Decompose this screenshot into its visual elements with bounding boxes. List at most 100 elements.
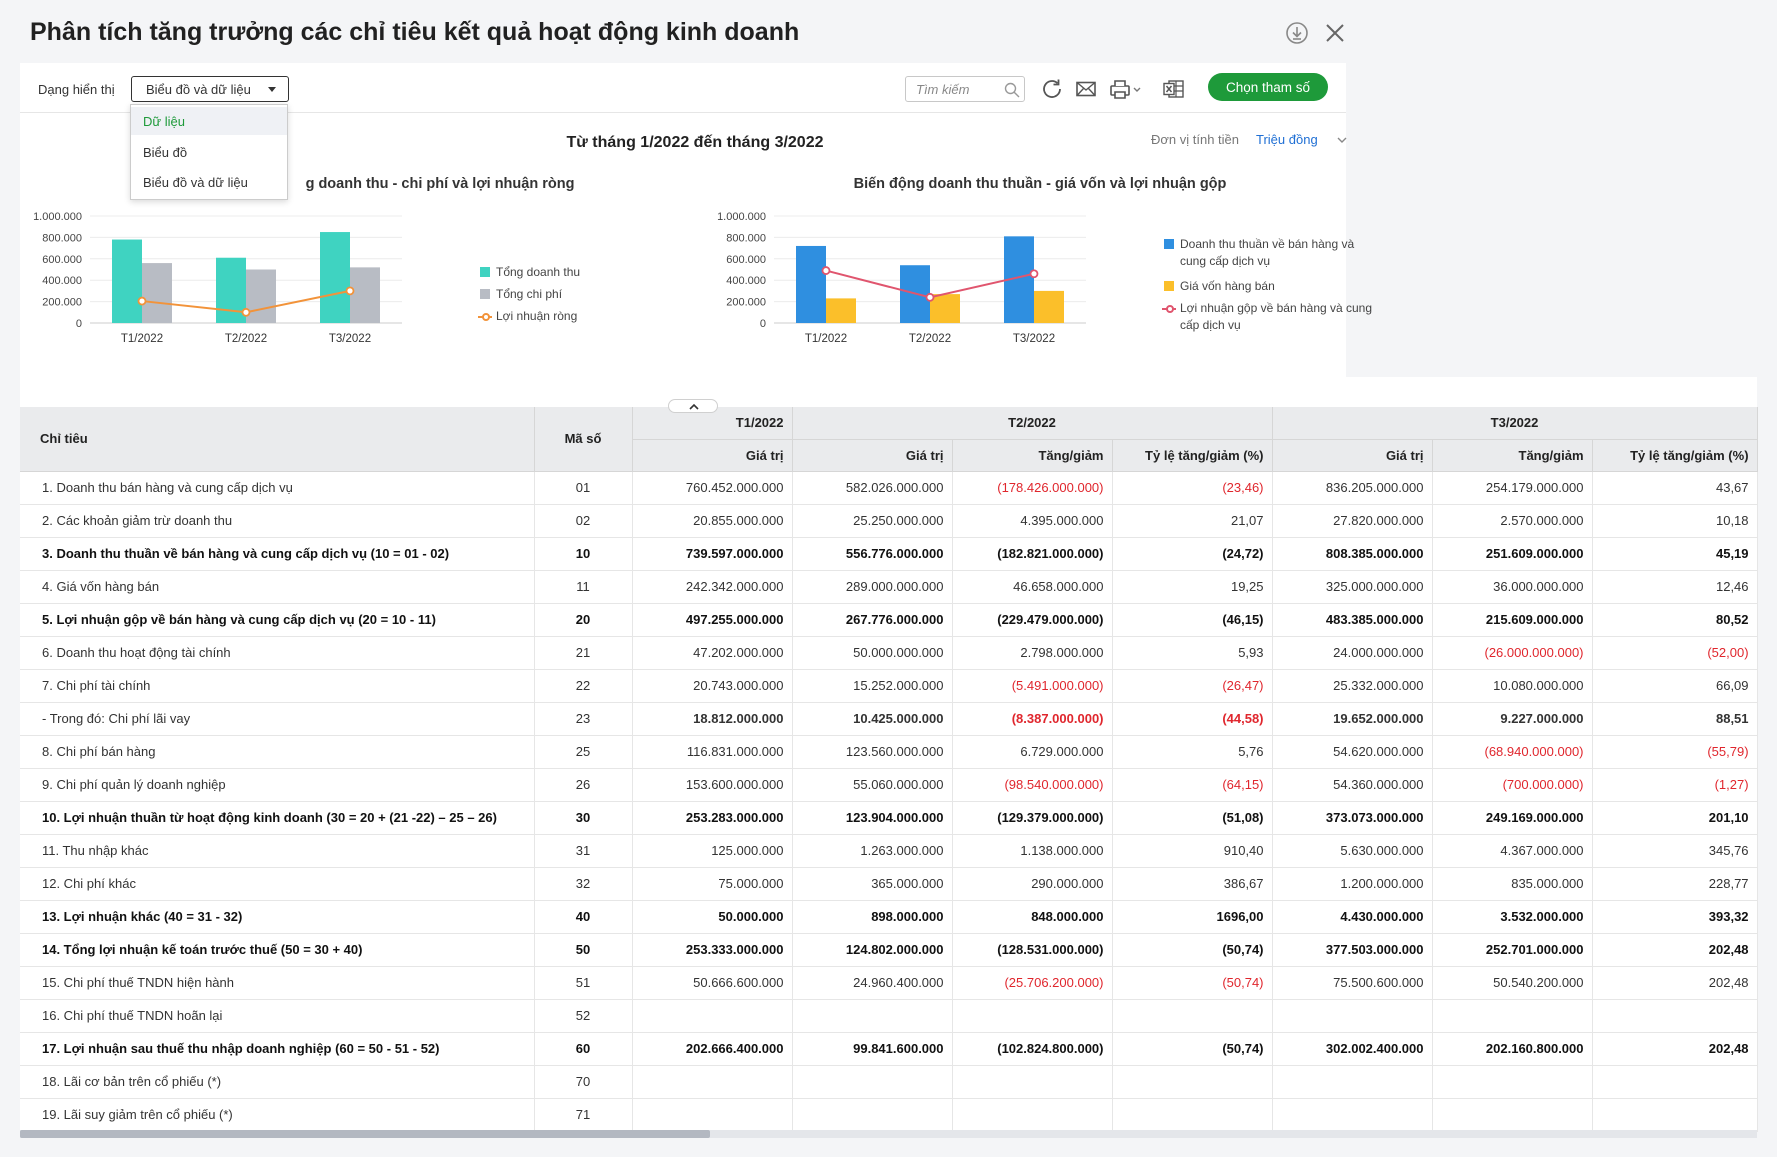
line-point-1[interactable] (241, 307, 251, 317)
cell-t1: 497.255.000.000 (632, 603, 793, 637)
table-row[interactable]: 18. Lãi cơ bản trên cổ phiếu (*) 70 (20, 1065, 1758, 1099)
line-point-2[interactable] (1029, 269, 1039, 279)
table-row[interactable]: 4. Giá vốn hàng bán 11 242.342.000.000 289.… (20, 570, 1758, 604)
header-ma-so: Mã số (534, 407, 633, 472)
table-row[interactable]: 17. Lợi nhuận sau thuế thu nhập doanh ng… (20, 1032, 1758, 1066)
table-row[interactable]: 14. Tổng lợi nhuận kế toán trước thuế (5… (20, 933, 1758, 967)
line-point-2[interactable] (345, 286, 355, 296)
excel-icon[interactable] (1162, 77, 1186, 101)
legend-item[interactable]: Tổng chi phí (480, 286, 630, 303)
table-row[interactable]: 15. Chi phí thuế TNDN hiện hành 51 50.666.… (20, 966, 1758, 1000)
bar-giá-vốn-hàng-bán-2[interactable] (1034, 290, 1064, 323)
cell-code: 22 (534, 669, 633, 703)
bar-tổng-doanh-thu-2[interactable] (320, 232, 350, 323)
cell-t2p: (46,15) (1112, 603, 1273, 637)
cell-code: 32 (534, 867, 633, 901)
cell-t3d: 215.609.000.000 (1432, 603, 1593, 637)
cell-t2: 267.776.000.000 (792, 603, 953, 637)
x-tick-label: T3/2022 (329, 333, 371, 345)
display-mode-value: Biểu đồ và dữ liệu (146, 82, 251, 97)
legend-item[interactable]: Tổng doanh thu (480, 264, 630, 281)
bar-tổng-doanh-thu-0[interactable] (112, 239, 142, 323)
table-row[interactable]: 16. Chi phí thuế TNDN hoãn lại 52 (20, 999, 1758, 1033)
cell-t3p: 12,46 (1592, 570, 1758, 604)
cell-t3d: 9.227.000.000 (1432, 702, 1593, 736)
cell-t3: 19.652.000.000 (1272, 702, 1433, 736)
cell-t3: 75.500.600.000 (1272, 966, 1433, 1000)
currency-unit-select[interactable]: Triệu đồng (1256, 132, 1318, 147)
cell-t3d: 36.000.000.000 (1432, 570, 1593, 604)
table-row[interactable]: 13. Lợi nhuận khác (40 = 31 - 32) 40 50.00… (20, 900, 1758, 934)
caret-down-icon (268, 87, 276, 92)
cell-t2p (1112, 1065, 1273, 1099)
line-point-0[interactable] (137, 296, 147, 306)
cell-t3: 377.503.000.000 (1272, 933, 1433, 967)
cell-t2d: (129.379.000.000) (952, 801, 1113, 835)
table-row[interactable]: 11. Thu nhập khác 31 125.000.000 1.263.000.… (20, 834, 1758, 868)
dropdown-option-chart-and-data[interactable]: Biểu đồ và dữ liệu (143, 175, 248, 190)
cell-t1: 760.452.000.000 (632, 471, 793, 505)
close-icon[interactable] (1322, 20, 1348, 46)
dropdown-option-chart[interactable]: Biểu đồ (143, 145, 188, 160)
cell-t2: 55.060.000.000 (792, 768, 953, 802)
cell-t2: 582.026.000.000 (792, 471, 953, 505)
table-row[interactable]: 3. Doanh thu thuần về bán hàng và cung c… (20, 537, 1758, 571)
y-tick-label: 400.000 (42, 275, 82, 287)
chevron-down-icon[interactable] (1335, 133, 1349, 147)
cell-t2: 15.252.000.000 (792, 669, 953, 703)
table-row[interactable]: 7. Chi phí tài chính 22 20.743.000.000 15.2… (20, 669, 1758, 703)
cell-t2d: (178.426.000.000) (952, 471, 1113, 505)
cell-t2d (952, 1098, 1113, 1132)
cell-t3p: (52,00) (1592, 636, 1758, 670)
cell-t3d: 251.609.000.000 (1432, 537, 1593, 571)
download-icon[interactable] (1284, 20, 1310, 46)
table-row[interactable]: 19. Lãi suy giảm trên cổ phiếu (*) 71 (20, 1098, 1758, 1132)
table-row[interactable]: 8. Chi phí bán hàng 25 116.831.000.000 123.… (20, 735, 1758, 769)
cell-t2p: 386,67 (1112, 867, 1273, 901)
cell-t3p: (55,79) (1592, 735, 1758, 769)
cell-t3: 1.200.000.000 (1272, 867, 1433, 901)
cell-t2p: (50,74) (1112, 933, 1273, 967)
bar-tổng-chi-phí-0[interactable] (142, 263, 172, 323)
cell-t2: 124.802.000.000 (792, 933, 953, 967)
search-icon[interactable] (1004, 82, 1020, 98)
table-row[interactable]: 5. Lợi nhuận gộp về bán hàng và cung cấp… (20, 603, 1758, 637)
display-mode-select[interactable]: Biểu đồ và dữ liệu (131, 76, 289, 102)
cell-t1: 50.666.600.000 (632, 966, 793, 1000)
bar-giá-vốn-hàng-bán-0[interactable] (826, 298, 856, 323)
cell-t2: 289.000.000.000 (792, 570, 953, 604)
table-row[interactable]: 10. Lợi nhuận thuần từ hoạt động kinh do… (20, 801, 1758, 835)
cell-t3d: 4.367.000.000 (1432, 834, 1593, 868)
cell-t2: 123.560.000.000 (792, 735, 953, 769)
bar-doanh-thu-thuần-về-bán-hàng-và-cung-cấp-dịch-vụ-0[interactable] (796, 245, 826, 323)
legend-item[interactable]: Doanh thu thuần về bán hàng và cung cấp … (1164, 236, 1374, 270)
table-row[interactable]: - Trong đó: Chi phí lãi vay 23 18.812.000.… (20, 702, 1758, 736)
legend-item[interactable]: Giá vốn hàng bán (1164, 278, 1374, 295)
collapse-charts-handle[interactable] (668, 399, 718, 413)
table-row[interactable]: 1. Doanh thu bán hàng và cung cấp dịch v… (20, 471, 1758, 505)
table-row[interactable]: 6. Doanh thu hoạt động tài chính 21 47.202… (20, 636, 1758, 670)
bar-tổng-doanh-thu-1[interactable] (216, 257, 246, 323)
table-row[interactable]: 2. Các khoản giảm trừ doanh thu 02 20.855.… (20, 504, 1758, 538)
line-point-1[interactable] (925, 292, 935, 302)
bar-tổng-chi-phí-2[interactable] (350, 267, 380, 323)
select-params-button[interactable]: Chọn tham số (1208, 73, 1328, 101)
dropdown-option-data[interactable]: Dữ liệu (131, 107, 287, 135)
legend-item[interactable]: Lợi nhuận ròng (478, 308, 630, 325)
horizontal-scrollbar-thumb[interactable] (20, 1130, 710, 1138)
legend-item[interactable]: Lợi nhuận gộp về bán hàng và cung cấp dị… (1162, 300, 1374, 334)
table-row[interactable]: 12. Chi phí khác 32 75.000.000 365.000.000 2… (20, 867, 1758, 901)
cell-t1: 739.597.000.000 (632, 537, 793, 571)
cell-t1 (632, 1065, 793, 1099)
cell-t2: 25.250.000.000 (792, 504, 953, 538)
cell-t1: 253.283.000.000 (632, 801, 793, 835)
email-icon[interactable] (1074, 77, 1098, 101)
cell-t3d (1432, 999, 1593, 1033)
refresh-icon[interactable] (1040, 77, 1064, 101)
print-icon[interactable] (1108, 77, 1144, 101)
horizontal-scrollbar[interactable] (20, 1130, 1757, 1138)
bar-tổng-chi-phí-1[interactable] (246, 269, 276, 324)
line-point-0[interactable] (821, 266, 831, 275)
table-row[interactable]: 9. Chi phí quản lý doanh nghiệp 26 153.600… (20, 768, 1758, 802)
bar-giá-vốn-hàng-bán-1[interactable] (930, 294, 960, 323)
